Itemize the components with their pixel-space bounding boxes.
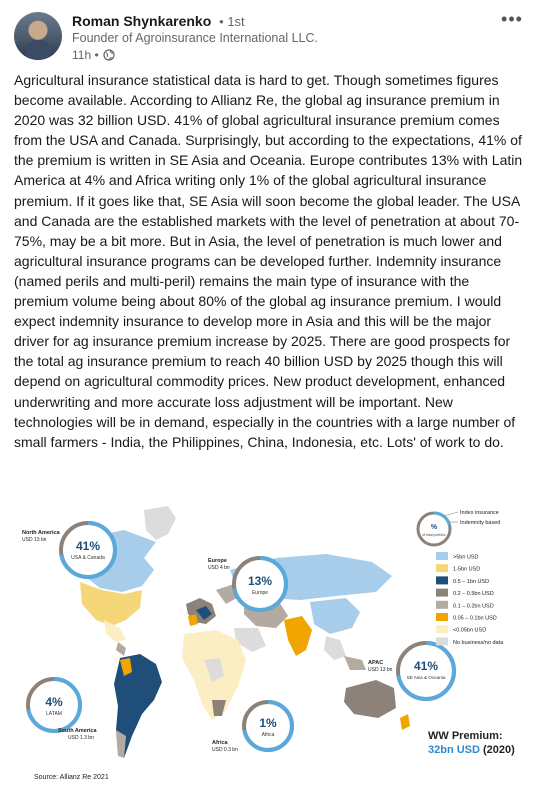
region-label-eu: Europe: [208, 558, 227, 564]
author-name[interactable]: Roman Shynkarenko: [72, 13, 212, 29]
map-legend: >5bn USD 1-5bn USD 0.5 – 1bn USD 0.2 – 0.5b…: [436, 552, 504, 646]
legend-swatch: [436, 552, 448, 560]
legend-label: 0.2 – 0.5bn USD: [453, 591, 494, 597]
figure-source: Source: Allianz Re 2021: [34, 774, 109, 781]
ww-year: (2020): [483, 744, 515, 756]
ww-premium-title: WW Premium:: [428, 730, 503, 742]
na-pct: 41%: [76, 539, 100, 553]
post-image[interactable]: North America USD 13 bn 41% USA & Canada…: [16, 500, 524, 785]
legend-swatch: [436, 564, 448, 573]
connection-degree: • 1st: [219, 14, 245, 29]
ww-value: 32bn USD: [428, 744, 480, 756]
post-time: 11h •: [72, 48, 99, 62]
africa-pct: 1%: [259, 716, 277, 730]
ww-premium-value: 32bn USD (2020): [428, 744, 515, 756]
latam-name: LATAM: [46, 711, 62, 717]
world-map-figure: North America USD 13 bn 41% USA & Canada…: [22, 506, 515, 781]
legend-swatch: [436, 588, 448, 597]
na-ring: [59, 521, 117, 579]
legend-label: 0.1 – 0.2bn USD: [453, 603, 494, 609]
key-pct-symbol: %: [431, 524, 438, 531]
apac-ring: [396, 641, 456, 701]
author-headline: Founder of Agroinsurance International L…: [72, 31, 318, 45]
globe-icon: [103, 49, 115, 61]
latam-pct: 4%: [45, 695, 63, 709]
eu-name: Europe: [252, 590, 268, 596]
region-usd-apac: USD 13 bn: [368, 667, 393, 673]
author-avatar[interactable]: [14, 12, 62, 60]
apac-pct: 41%: [414, 659, 438, 673]
legend-label: <0.05bn USD: [453, 628, 486, 634]
region-usd-eu: USD 4 bn: [208, 565, 230, 571]
region-usd-af: USD 0.3 bn: [212, 747, 238, 753]
region-usd-na: USD 13 bn: [22, 537, 47, 543]
legend-swatch: [436, 600, 448, 609]
key-indemnity: Indemnity based: [460, 520, 500, 526]
author-name-row: Roman Shynkarenko • 1st: [72, 13, 245, 29]
latam-ring: [26, 677, 82, 733]
legend-label: 0.5 – 1bn USD: [453, 579, 489, 585]
post-header: Roman Shynkarenko • 1st Founder of Agroi…: [14, 9, 524, 64]
region-label-apac: APAC: [368, 660, 383, 666]
legend-label: >5bn USD: [453, 555, 479, 561]
eu-pct: 13%: [248, 574, 272, 588]
region-usd-sa: USD 1.3 bn: [68, 735, 94, 741]
more-options-icon[interactable]: •••: [501, 9, 523, 29]
eu-ring: [232, 556, 288, 612]
post-body: Agricultural insurance statistical data …: [14, 72, 523, 450]
legend-swatch: [436, 576, 448, 585]
legend-label: 0.05 – 0.1bn USD: [453, 616, 497, 622]
region-label-na: North America: [22, 530, 61, 536]
africa-ring: [242, 700, 294, 752]
key-pct-caption: of total portfolio: [422, 533, 445, 537]
legend-label: 1-5bn USD: [453, 567, 480, 573]
legend-swatch: [436, 613, 448, 621]
key-ring: [416, 511, 452, 547]
apac-name: SE Asia & Oceania: [407, 675, 446, 680]
region-label-sa: South America: [58, 728, 98, 734]
post-meta: 11h •: [72, 48, 115, 62]
africa-name: Africa: [262, 732, 275, 738]
legend-label: No business/no data: [453, 640, 504, 646]
legend-swatch: [436, 625, 448, 634]
na-name: USA & Canada: [71, 555, 105, 561]
key-index: Index insurance: [460, 510, 499, 516]
legend-swatch: [436, 637, 448, 646]
region-label-af: Africa: [212, 740, 229, 746]
